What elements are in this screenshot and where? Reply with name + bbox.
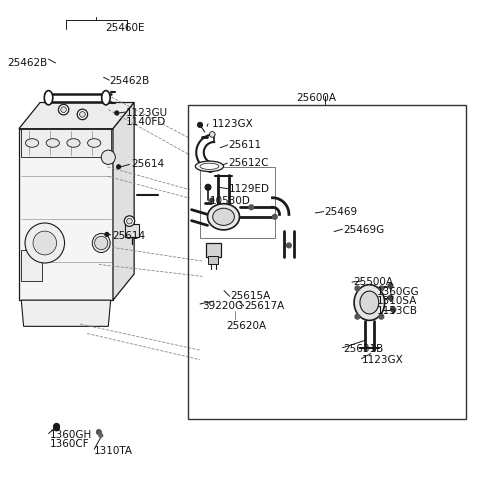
Circle shape — [379, 286, 384, 291]
Ellipse shape — [44, 90, 53, 105]
Text: 25617A: 25617A — [245, 301, 285, 311]
Ellipse shape — [102, 90, 110, 105]
Circle shape — [209, 132, 215, 137]
Text: 25600A: 25600A — [297, 93, 336, 103]
Circle shape — [355, 286, 360, 291]
Text: 1310SA: 1310SA — [376, 296, 417, 306]
Ellipse shape — [127, 218, 132, 224]
Ellipse shape — [25, 139, 39, 147]
Text: 25611: 25611 — [228, 140, 262, 150]
Text: 25615A: 25615A — [230, 291, 271, 301]
Circle shape — [273, 214, 277, 219]
Ellipse shape — [195, 161, 224, 172]
Circle shape — [210, 198, 214, 202]
Circle shape — [205, 184, 211, 190]
Ellipse shape — [59, 104, 69, 115]
Ellipse shape — [354, 285, 384, 320]
Circle shape — [25, 223, 64, 263]
Text: 10530D: 10530D — [209, 196, 250, 206]
Text: 25612C: 25612C — [228, 158, 269, 168]
Text: 1140FD: 1140FD — [126, 117, 167, 126]
Circle shape — [96, 430, 101, 434]
Text: 25631B: 25631B — [344, 344, 384, 354]
Text: 1123GU: 1123GU — [126, 108, 168, 118]
Polygon shape — [19, 103, 134, 129]
Text: 1360CF: 1360CF — [49, 438, 89, 449]
Circle shape — [54, 423, 60, 429]
Ellipse shape — [80, 112, 85, 117]
Text: 25469: 25469 — [324, 207, 358, 217]
Text: 1123GX: 1123GX — [212, 119, 253, 129]
Bar — [125, 224, 139, 237]
Text: 25614: 25614 — [112, 231, 145, 241]
Ellipse shape — [61, 107, 66, 112]
Text: 25462B: 25462B — [7, 58, 48, 68]
Circle shape — [33, 231, 57, 255]
Ellipse shape — [360, 291, 379, 314]
Circle shape — [379, 314, 384, 319]
Text: 25469G: 25469G — [344, 225, 385, 235]
Text: 25620A: 25620A — [226, 321, 266, 331]
Circle shape — [287, 243, 291, 248]
Polygon shape — [113, 103, 134, 300]
Circle shape — [115, 111, 119, 115]
Ellipse shape — [67, 139, 80, 147]
Circle shape — [95, 236, 108, 250]
Text: 25462B: 25462B — [109, 76, 149, 86]
Ellipse shape — [87, 139, 101, 147]
Text: 1153CB: 1153CB — [376, 306, 418, 315]
Circle shape — [117, 165, 120, 169]
Polygon shape — [21, 300, 110, 327]
Text: 1360GH: 1360GH — [49, 430, 92, 440]
Text: 39220G: 39220G — [203, 301, 243, 311]
Ellipse shape — [124, 216, 134, 226]
Ellipse shape — [213, 208, 234, 226]
Ellipse shape — [207, 204, 240, 230]
Circle shape — [355, 314, 360, 319]
Ellipse shape — [46, 139, 60, 147]
Ellipse shape — [92, 233, 110, 253]
Text: 1360GG: 1360GG — [376, 287, 419, 296]
Bar — [200, 167, 275, 238]
Text: 1123GX: 1123GX — [362, 355, 404, 364]
Bar — [21, 250, 42, 281]
Ellipse shape — [77, 109, 87, 120]
Circle shape — [388, 283, 393, 288]
Ellipse shape — [200, 163, 219, 170]
Bar — [205, 243, 221, 257]
Text: 1310TA: 1310TA — [94, 446, 133, 456]
Text: 25614: 25614 — [131, 159, 164, 170]
Text: 25460E: 25460E — [105, 23, 144, 33]
Circle shape — [54, 425, 60, 431]
Bar — [21, 129, 110, 157]
Ellipse shape — [101, 150, 115, 164]
Circle shape — [105, 232, 109, 236]
Circle shape — [391, 307, 396, 312]
Circle shape — [198, 122, 203, 127]
Text: 25500A: 25500A — [353, 277, 393, 287]
Circle shape — [208, 167, 213, 173]
Circle shape — [388, 295, 393, 300]
Text: 1129ED: 1129ED — [228, 184, 270, 194]
Bar — [188, 105, 466, 419]
Polygon shape — [19, 129, 113, 300]
Circle shape — [249, 205, 253, 209]
Bar — [208, 256, 218, 264]
Circle shape — [99, 434, 103, 437]
